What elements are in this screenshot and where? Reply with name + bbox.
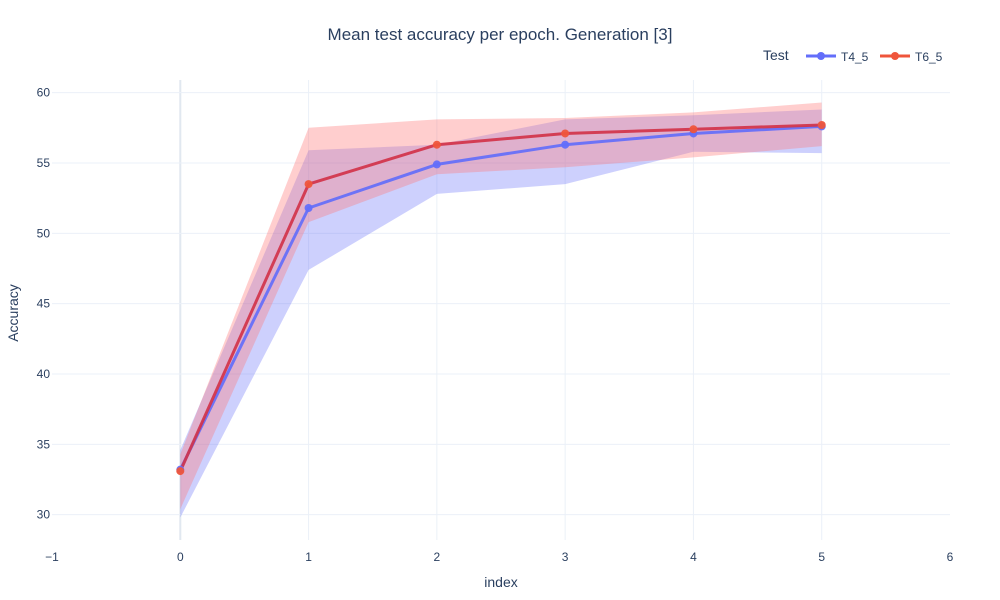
data-point-t6-5[interactable] (176, 467, 185, 476)
y-tick-label: 45 (37, 297, 51, 311)
data-point-t6-5[interactable] (432, 140, 441, 149)
x-axis-title: index (484, 574, 517, 590)
y-tick-label: 35 (37, 437, 51, 451)
data-point-t4-5[interactable] (432, 160, 441, 169)
confidence-band-t6-5 (180, 102, 822, 510)
x-tick-label: 1 (305, 550, 312, 564)
legend-item-t6-5[interactable]: T6_5 (880, 50, 943, 64)
series-line-t6-5 (178, 123, 822, 472)
line-layer (178, 123, 822, 472)
legend-swatch-marker (891, 52, 899, 60)
series-line-t4-5 (178, 124, 822, 471)
legend-swatch-marker (817, 52, 825, 60)
x-tick-label: 2 (434, 550, 441, 564)
data-point-t4-5[interactable] (561, 140, 570, 149)
y-tick-label: 30 (37, 508, 51, 522)
data-point-t6-5[interactable] (304, 180, 313, 189)
confidence-band-t4-5 (180, 109, 822, 518)
x-tick-label: −1 (45, 550, 59, 564)
legend-title: Test (763, 47, 789, 63)
marker-layer (176, 121, 826, 476)
grid-layer (52, 80, 950, 540)
y-tick-label: 40 (37, 367, 51, 381)
x-tick-label: 5 (818, 550, 825, 564)
x-tick-label: 3 (562, 550, 569, 564)
y-tick-label: 55 (37, 156, 51, 170)
y-tick-label: 50 (37, 226, 51, 240)
y-axis-title: Accuracy (5, 284, 21, 342)
legend-label: T4_5 (841, 50, 869, 64)
data-point-t6-5[interactable] (689, 125, 698, 134)
data-point-t6-5[interactable] (561, 129, 570, 138)
legend[interactable]: Test T4_5 T6_5 (763, 47, 943, 64)
legend-item-t4-5[interactable]: T4_5 (806, 50, 869, 64)
data-point-t4-5[interactable] (304, 204, 313, 213)
y-tick-label: 60 (37, 86, 51, 100)
x-tick-label: 6 (947, 550, 954, 564)
chart-title: Mean test accuracy per epoch. Generation… (328, 25, 673, 44)
legend-label: T6_5 (915, 50, 943, 64)
x-tick-label: 4 (690, 550, 697, 564)
x-tick-label: 0 (177, 550, 184, 564)
data-point-t6-5[interactable] (817, 121, 826, 130)
band-layer (180, 102, 822, 518)
